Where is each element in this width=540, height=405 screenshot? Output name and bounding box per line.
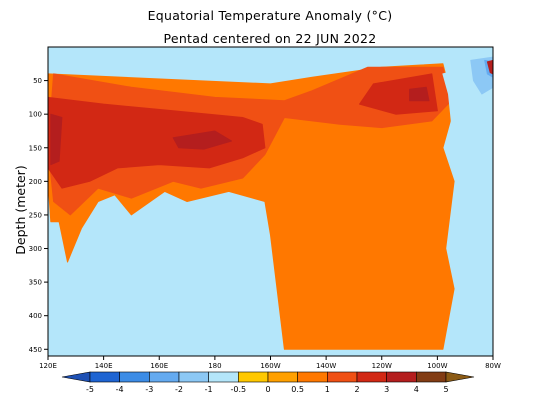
y-tick-label: 300	[29, 245, 42, 253]
x-axis: 120E 140E 160E 180 160W 140W 120W 100W 80W	[39, 356, 501, 370]
colorbar-label: 5	[443, 385, 448, 394]
colorbar-swatch	[327, 371, 358, 383]
anomaly-region	[130, 47, 424, 75]
y-tick-label: 50	[33, 77, 42, 85]
y-tick-label: 150	[29, 144, 42, 152]
colorbar-swatch	[149, 371, 180, 383]
x-tick-label: 180	[208, 362, 221, 370]
x-tick-label: 120W	[372, 362, 392, 370]
colorbar: -5 -4 -3 -2 -1 -0.5 0 0.5 1 2 3 4 5	[61, 371, 475, 394]
colorbar-swatch	[238, 371, 269, 383]
y-axis: 50 100 150 200 250 300 350 400 450	[29, 77, 48, 354]
x-tick-label: 160W	[260, 362, 280, 370]
x-tick-label: 140E	[95, 362, 113, 370]
y-tick-label: 250	[29, 211, 42, 219]
y-tick-label: 400	[29, 312, 42, 320]
anomaly-region	[48, 96, 266, 189]
x-tick-label: 120E	[39, 362, 57, 370]
x-tick-label: 160E	[150, 362, 168, 370]
y-tick-label: 350	[29, 279, 42, 287]
y-axis-title: Depth (meter)	[13, 165, 28, 254]
colorbar-label: 2	[354, 385, 359, 394]
anomaly-region	[50, 113, 63, 166]
x-tick-label: 80W	[485, 362, 501, 370]
anomaly-region	[409, 86, 430, 102]
colorbar-label: 1	[325, 385, 330, 394]
colorbar-swatch	[119, 371, 150, 383]
anomaly-region	[172, 130, 233, 150]
colorbar-low-arrow	[61, 371, 91, 383]
colorbar-swatch	[386, 371, 417, 383]
anomaly-regions	[48, 47, 493, 350]
colorbar-label: -0.5	[231, 385, 247, 394]
colorbar-label: -5	[86, 385, 94, 394]
colorbar-swatch	[416, 371, 447, 383]
colorbar-label: -2	[175, 385, 183, 394]
heatmap-field	[48, 47, 493, 356]
y-tick-label: 200	[29, 178, 42, 186]
colorbar-label: -3	[145, 385, 153, 394]
colorbar-label: 0.5	[291, 385, 304, 394]
y-tick-label: 450	[29, 346, 42, 354]
colorbar-label: -1	[205, 385, 213, 394]
colorbar-swatch	[208, 371, 239, 383]
colorbar-label: 4	[414, 385, 419, 394]
colorbar-swatch	[297, 371, 328, 383]
anomaly-region	[359, 73, 438, 115]
y-axis-title-box: Depth (meter)	[13, 165, 28, 254]
anomaly-region	[486, 59, 493, 75]
chart-title: Equatorial Temperature Anomaly (°C)	[147, 8, 393, 23]
colorbar-swatch	[356, 371, 387, 383]
colorbar-swatch	[178, 371, 209, 383]
colorbar-label: -4	[116, 385, 124, 394]
colorbar-high-arrow	[445, 371, 475, 383]
colorbar-swatch	[89, 371, 120, 383]
chart-subtitle: Pentad centered on 22 JUN 2022	[163, 31, 377, 46]
y-tick-label: 100	[29, 111, 42, 119]
x-tick-label: 140W	[316, 362, 336, 370]
colorbar-label: 0	[265, 385, 270, 394]
x-tick-label: 100W	[427, 362, 447, 370]
colorbar-label: 3	[384, 385, 389, 394]
colorbar-swatch	[267, 371, 298, 383]
